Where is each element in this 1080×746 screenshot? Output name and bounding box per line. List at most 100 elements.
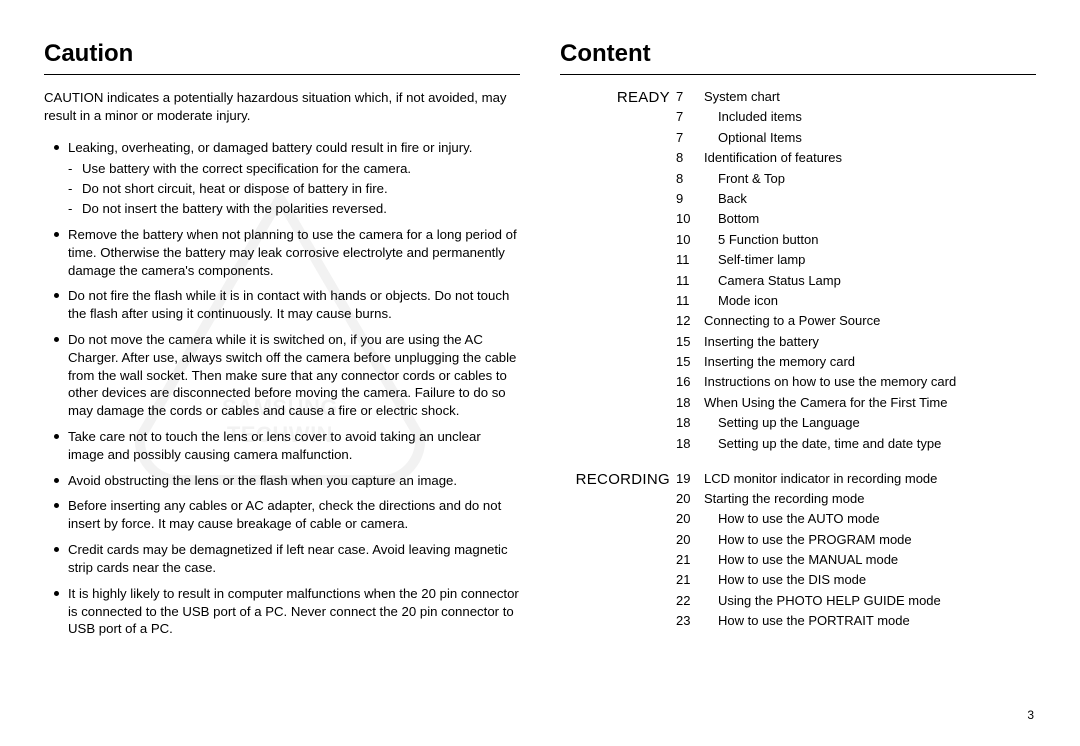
toc-title: Camera Status Lamp: [704, 273, 1036, 290]
toc-row: 23How to use the PORTRAIT mode: [676, 613, 1036, 630]
caution-item-text: Do not fire the flash while it is in con…: [68, 288, 509, 321]
toc-title: Identification of features: [704, 150, 1036, 167]
toc-title: Self-timer lamp: [704, 252, 1036, 269]
toc-page: 9: [676, 191, 704, 208]
caution-subitems: Use battery with the correct specificati…: [68, 160, 520, 217]
toc-page: 21: [676, 552, 704, 569]
caution-lead: CAUTION indicates a potentially hazardou…: [44, 89, 520, 125]
toc-page: 18: [676, 395, 704, 412]
toc-page: 10: [676, 232, 704, 249]
toc-row: 16Instructions on how to use the memory …: [676, 374, 1036, 391]
toc-page: 23: [676, 613, 704, 630]
toc-page: 20: [676, 511, 704, 528]
caution-item-text: It is highly likely to result in compute…: [68, 586, 519, 637]
toc-rows: 19LCD monitor indicator in recording mod…: [676, 471, 1036, 631]
toc-row: 7Optional Items: [676, 130, 1036, 147]
toc-title: Inserting the memory card: [704, 354, 1036, 371]
caution-rule: [44, 74, 520, 75]
toc-page: 11: [676, 273, 704, 290]
toc-title: Setting up the date, time and date type: [704, 436, 1036, 453]
toc-title: When Using the Camera for the First Time: [704, 395, 1036, 412]
toc-row: 7Included items: [676, 109, 1036, 126]
caution-item-text: Leaking, overheating, or damaged battery…: [68, 140, 472, 155]
toc-row: 22Using the PHOTO HELP GUIDE mode: [676, 593, 1036, 610]
content-heading: Content: [560, 40, 1036, 68]
toc-row: 18When Using the Camera for the First Ti…: [676, 395, 1036, 412]
toc-title: Mode icon: [704, 293, 1036, 310]
caution-item-text: Avoid obstructing the lens or the flash …: [68, 473, 457, 488]
caution-list: Leaking, overheating, or damaged battery…: [44, 139, 520, 639]
caution-heading: Caution: [44, 40, 520, 68]
toc-page: 21: [676, 572, 704, 589]
toc-title: Front & Top: [704, 171, 1036, 188]
toc-title: Included items: [704, 109, 1036, 126]
toc-row: 18Setting up the date, time and date typ…: [676, 436, 1036, 453]
toc-title: Bottom: [704, 211, 1036, 228]
toc-row: 9Back: [676, 191, 1036, 208]
toc-section-label: READY: [560, 89, 676, 453]
toc-title: Connecting to a Power Source: [704, 313, 1036, 330]
toc-page: 12: [676, 313, 704, 330]
toc-section: RECORDING19LCD monitor indicator in reco…: [560, 471, 1036, 631]
toc-title: Starting the recording mode: [704, 491, 1036, 508]
caution-item: Do not fire the flash while it is in con…: [44, 287, 520, 323]
toc-title: Inserting the battery: [704, 334, 1036, 351]
content-rule: [560, 74, 1036, 75]
toc-title: Setting up the Language: [704, 415, 1036, 432]
toc-row: 8Front & Top: [676, 171, 1036, 188]
caution-item-text: Remove the battery when not planning to …: [68, 227, 517, 278]
toc-row: 11Mode icon: [676, 293, 1036, 310]
toc-row: 8Identification of features: [676, 150, 1036, 167]
toc-page: 18: [676, 415, 704, 432]
manual-page: SAMSUNG TECHWIN Caution CAUTION indicate…: [0, 0, 1080, 746]
toc-row: 11Camera Status Lamp: [676, 273, 1036, 290]
toc-section-label: RECORDING: [560, 471, 676, 631]
toc-page: 11: [676, 293, 704, 310]
toc-title: Using the PHOTO HELP GUIDE mode: [704, 593, 1036, 610]
toc-row: 11Self-timer lamp: [676, 252, 1036, 269]
toc-page: 7: [676, 130, 704, 147]
toc-row: 21How to use the MANUAL mode: [676, 552, 1036, 569]
toc-row: 20How to use the AUTO mode: [676, 511, 1036, 528]
toc-title: System chart: [704, 89, 1036, 106]
toc-row: 15Inserting the battery: [676, 334, 1036, 351]
caution-item: Before inserting any cables or AC adapte…: [44, 497, 520, 533]
toc-row: 10Bottom: [676, 211, 1036, 228]
toc-page: 11: [676, 252, 704, 269]
toc-page: 16: [676, 374, 704, 391]
toc-row: 18Setting up the Language: [676, 415, 1036, 432]
caution-item-text: Do not move the camera while it is switc…: [68, 332, 516, 418]
caution-item: Take care not to touch the lens or lens …: [44, 428, 520, 464]
toc-page: 19: [676, 471, 704, 488]
caution-subitem: Do not short circuit, heat or dispose of…: [68, 180, 520, 198]
toc-page: 20: [676, 491, 704, 508]
caution-item: Avoid obstructing the lens or the flash …: [44, 472, 520, 490]
toc-title: How to use the DIS mode: [704, 572, 1036, 589]
toc-row: 12Connecting to a Power Source: [676, 313, 1036, 330]
toc-row: 21How to use the DIS mode: [676, 572, 1036, 589]
caution-item: Remove the battery when not planning to …: [44, 226, 520, 279]
toc-title: How to use the PROGRAM mode: [704, 532, 1036, 549]
toc-page: 7: [676, 109, 704, 126]
toc-page: 15: [676, 334, 704, 351]
toc-row: 105 Function button: [676, 232, 1036, 249]
toc-page: 8: [676, 171, 704, 188]
page-number: 3: [1027, 708, 1034, 722]
caution-item: Do not move the camera while it is switc…: [44, 331, 520, 420]
caution-subitem: Use battery with the correct specificati…: [68, 160, 520, 178]
table-of-contents: READY7System chart7Included items7Option…: [560, 89, 1036, 630]
toc-title: How to use the AUTO mode: [704, 511, 1036, 528]
toc-section: READY7System chart7Included items7Option…: [560, 89, 1036, 453]
toc-page: 15: [676, 354, 704, 371]
content-column: Content READY7System chart7Included item…: [540, 40, 1036, 718]
toc-title: 5 Function button: [704, 232, 1036, 249]
toc-page: 22: [676, 593, 704, 610]
toc-title: Back: [704, 191, 1036, 208]
toc-row: 20Starting the recording mode: [676, 491, 1036, 508]
caution-item: Leaking, overheating, or damaged battery…: [44, 139, 520, 218]
toc-title: Instructions on how to use the memory ca…: [704, 374, 1036, 391]
caution-subitem: Do not insert the battery with the polar…: [68, 200, 520, 218]
toc-title: How to use the PORTRAIT mode: [704, 613, 1036, 630]
caution-column: Caution CAUTION indicates a potentially …: [44, 40, 540, 718]
caution-item-text: Credit cards may be demagnetized if left…: [68, 542, 508, 575]
